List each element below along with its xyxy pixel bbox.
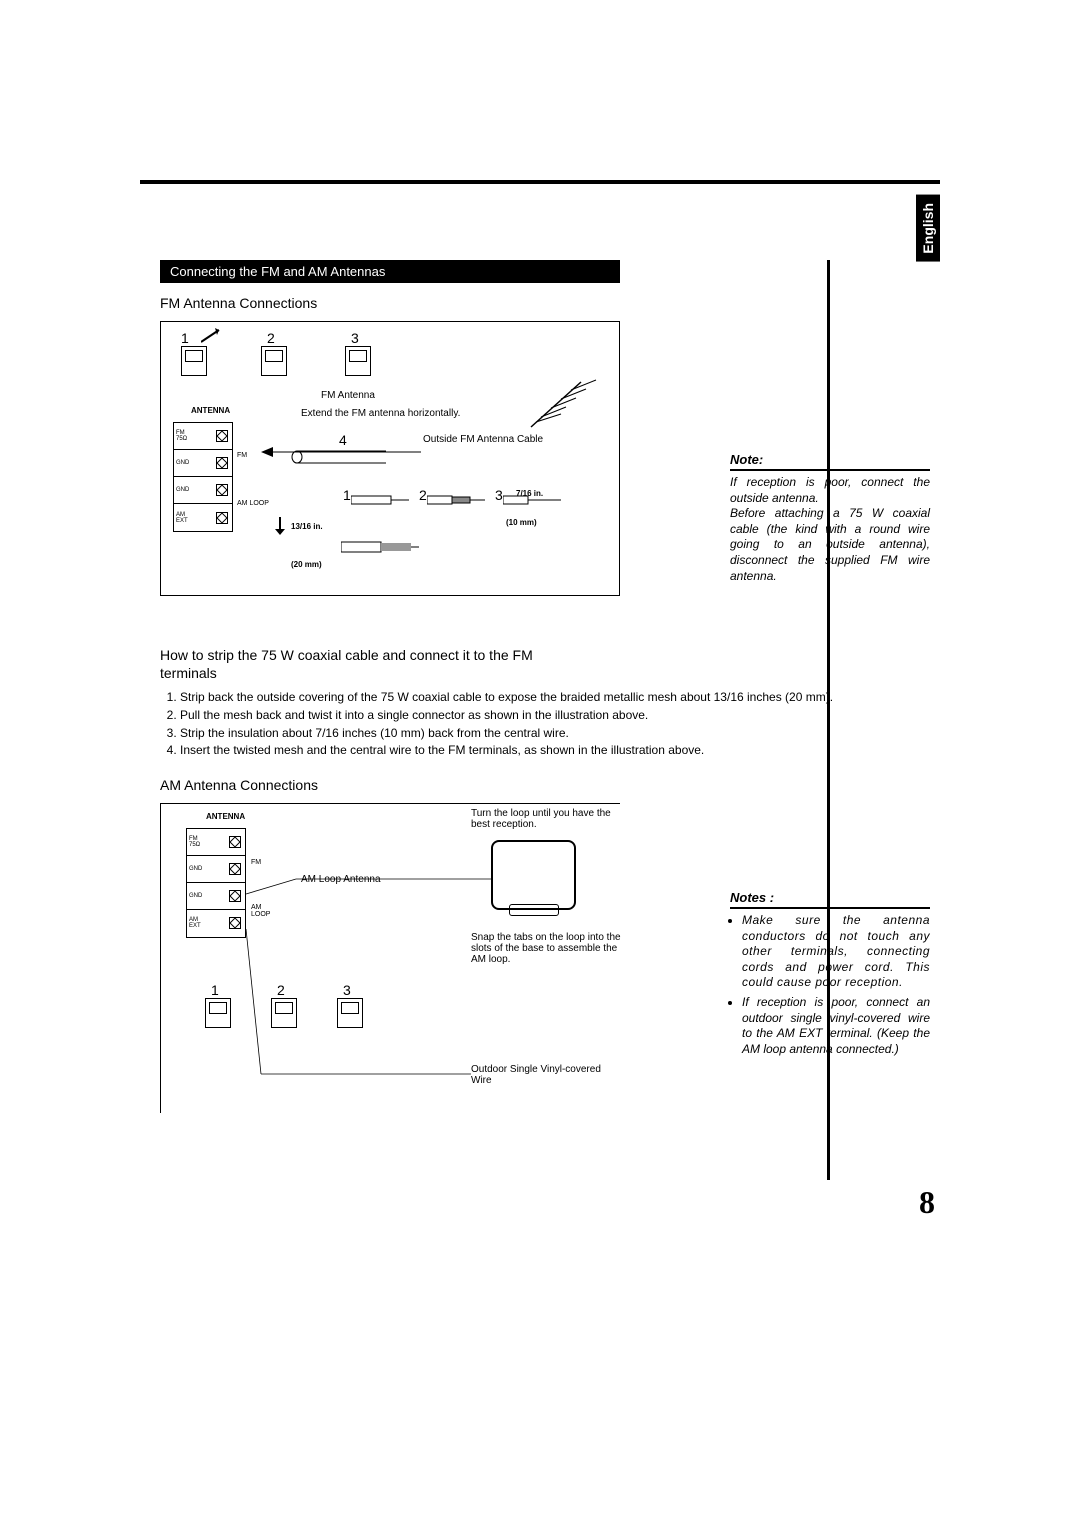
fm-step-3: 3 [351, 330, 359, 346]
wire-strip-icon [427, 494, 487, 506]
am-loop-side-label: AM LOOP [237, 500, 269, 507]
strip-item-4: Insert the twisted mesh and the central … [180, 743, 840, 759]
strip-instructions-title: How to strip the 75 W coaxial cable and … [160, 646, 840, 682]
meas-20mm: (20 mm) [291, 560, 322, 569]
strip-item-3: Strip the insulation about 7/16 inches (… [180, 726, 840, 742]
fm-antenna-text: FM Antenna [321, 390, 375, 401]
strip-step-3: 3 [495, 487, 503, 503]
note-body: If reception is poor, connect the outsid… [730, 475, 930, 584]
connector-icon [345, 346, 371, 376]
fm-step-1: 1 [181, 330, 189, 346]
meas-13-16: 13/16 in. [291, 522, 323, 531]
wire-braided-icon [341, 540, 421, 554]
strip-item-1: Strip back the outside covering of the 7… [180, 690, 840, 706]
wire-strip-icon [351, 494, 411, 506]
strip-step-2: 2 [419, 487, 427, 503]
strip-item-2: Pull the mesh back and twist it into a s… [180, 708, 840, 724]
connector-icon [181, 346, 207, 376]
notes-body: Make sure the antenna conductors do not … [730, 913, 930, 1057]
strip-instructions: How to strip the 75 W coaxial cable and … [160, 646, 840, 759]
strip-step-1: 1 [343, 487, 351, 503]
connector-icon [261, 346, 287, 376]
page-top-rule [140, 180, 940, 184]
am-diagram: ANTENNA FM75Ω GND GND AMEXT FM AMLOOP AM… [160, 803, 620, 1113]
cable-icon [291, 450, 391, 464]
page-number: 8 [919, 1184, 935, 1221]
note-2: Notes : Make sure the antenna conductors… [730, 890, 930, 1061]
fm-title: FM Antenna Connections [160, 295, 860, 311]
down-arrow-icon [273, 517, 287, 535]
outdoor-antenna-icon [511, 372, 611, 432]
fm-extend-text: Extend the FM antenna horizontally. [301, 408, 481, 419]
outside-cable-label: Outside FM Antenna Cable [423, 434, 543, 445]
notes-heading: Notes : [730, 890, 930, 909]
wire-strip-icon [503, 494, 563, 506]
section-header: Connecting the FM and AM Antennas [160, 260, 620, 283]
fm-side-label: FM [237, 452, 247, 459]
notes-item-2: If reception is poor, connect an outdoor… [742, 995, 930, 1057]
terminal-block: FM75Ω GND GND AMEXT [173, 422, 233, 532]
note-1: Note: If reception is poor, connect the … [730, 452, 930, 584]
am-title: AM Antenna Connections [160, 777, 860, 793]
fm-diagram: 1 2 3 ANTENNA FM75Ω GND GND AMEXT FM AM … [160, 321, 620, 596]
note-heading: Note: [730, 452, 930, 471]
connection-lines [161, 804, 621, 1114]
wire-icon [201, 328, 221, 344]
meas-10mm: (10 mm) [506, 518, 537, 527]
fm-step-2: 2 [267, 330, 275, 346]
language-tab: English [916, 195, 940, 262]
antenna-label: ANTENNA [191, 406, 230, 415]
notes-item-1: Make sure the antenna conductors do not … [742, 913, 930, 991]
